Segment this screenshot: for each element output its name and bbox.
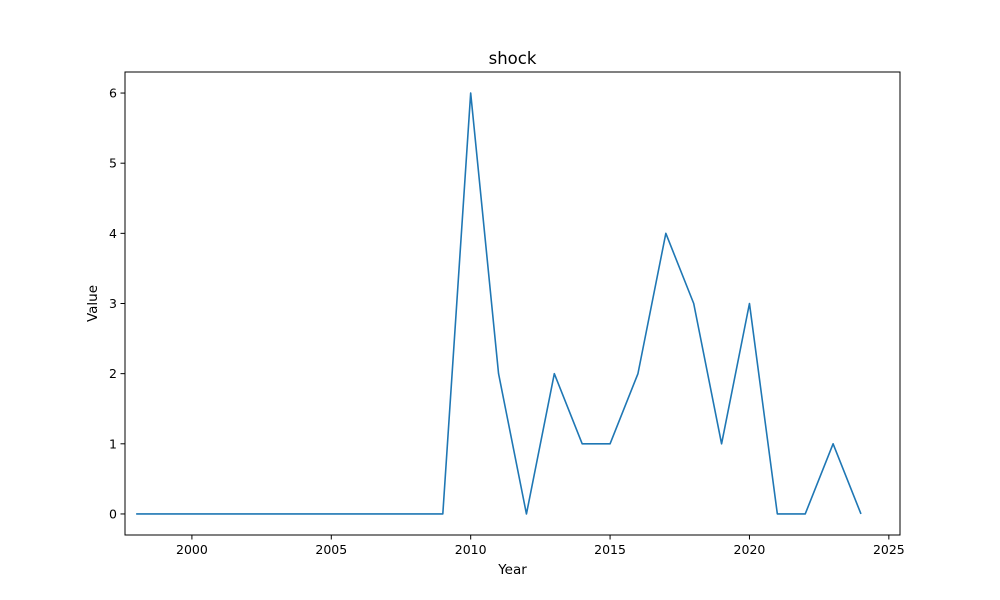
y-tick-label: 5 — [109, 156, 117, 171]
x-tick-label: 2020 — [734, 542, 766, 557]
x-tick-label: 2000 — [176, 542, 208, 557]
y-tick-label: 2 — [109, 366, 117, 381]
x-tick-label: 2015 — [594, 542, 626, 557]
y-tick-label: 4 — [109, 226, 117, 241]
y-tick-label: 6 — [109, 86, 117, 101]
x-axis-ticks: 2000 2005 2010 2015 2020 2025 — [176, 535, 905, 557]
x-tick-label: 2010 — [455, 542, 487, 557]
y-axis-label: Value — [85, 285, 101, 322]
plot-area — [124, 71, 901, 536]
x-axis-label: Year — [497, 562, 527, 578]
series-line — [136, 92, 862, 515]
chart-title: shock — [489, 49, 537, 68]
y-tick-label: 3 — [109, 296, 117, 311]
y-tick-label: 1 — [109, 436, 117, 451]
y-axis-ticks: 0 1 2 3 4 5 6 — [109, 86, 125, 521]
y-tick-label: 0 — [109, 506, 117, 521]
x-tick-label: 2025 — [873, 542, 905, 557]
x-tick-label: 2005 — [315, 542, 347, 557]
